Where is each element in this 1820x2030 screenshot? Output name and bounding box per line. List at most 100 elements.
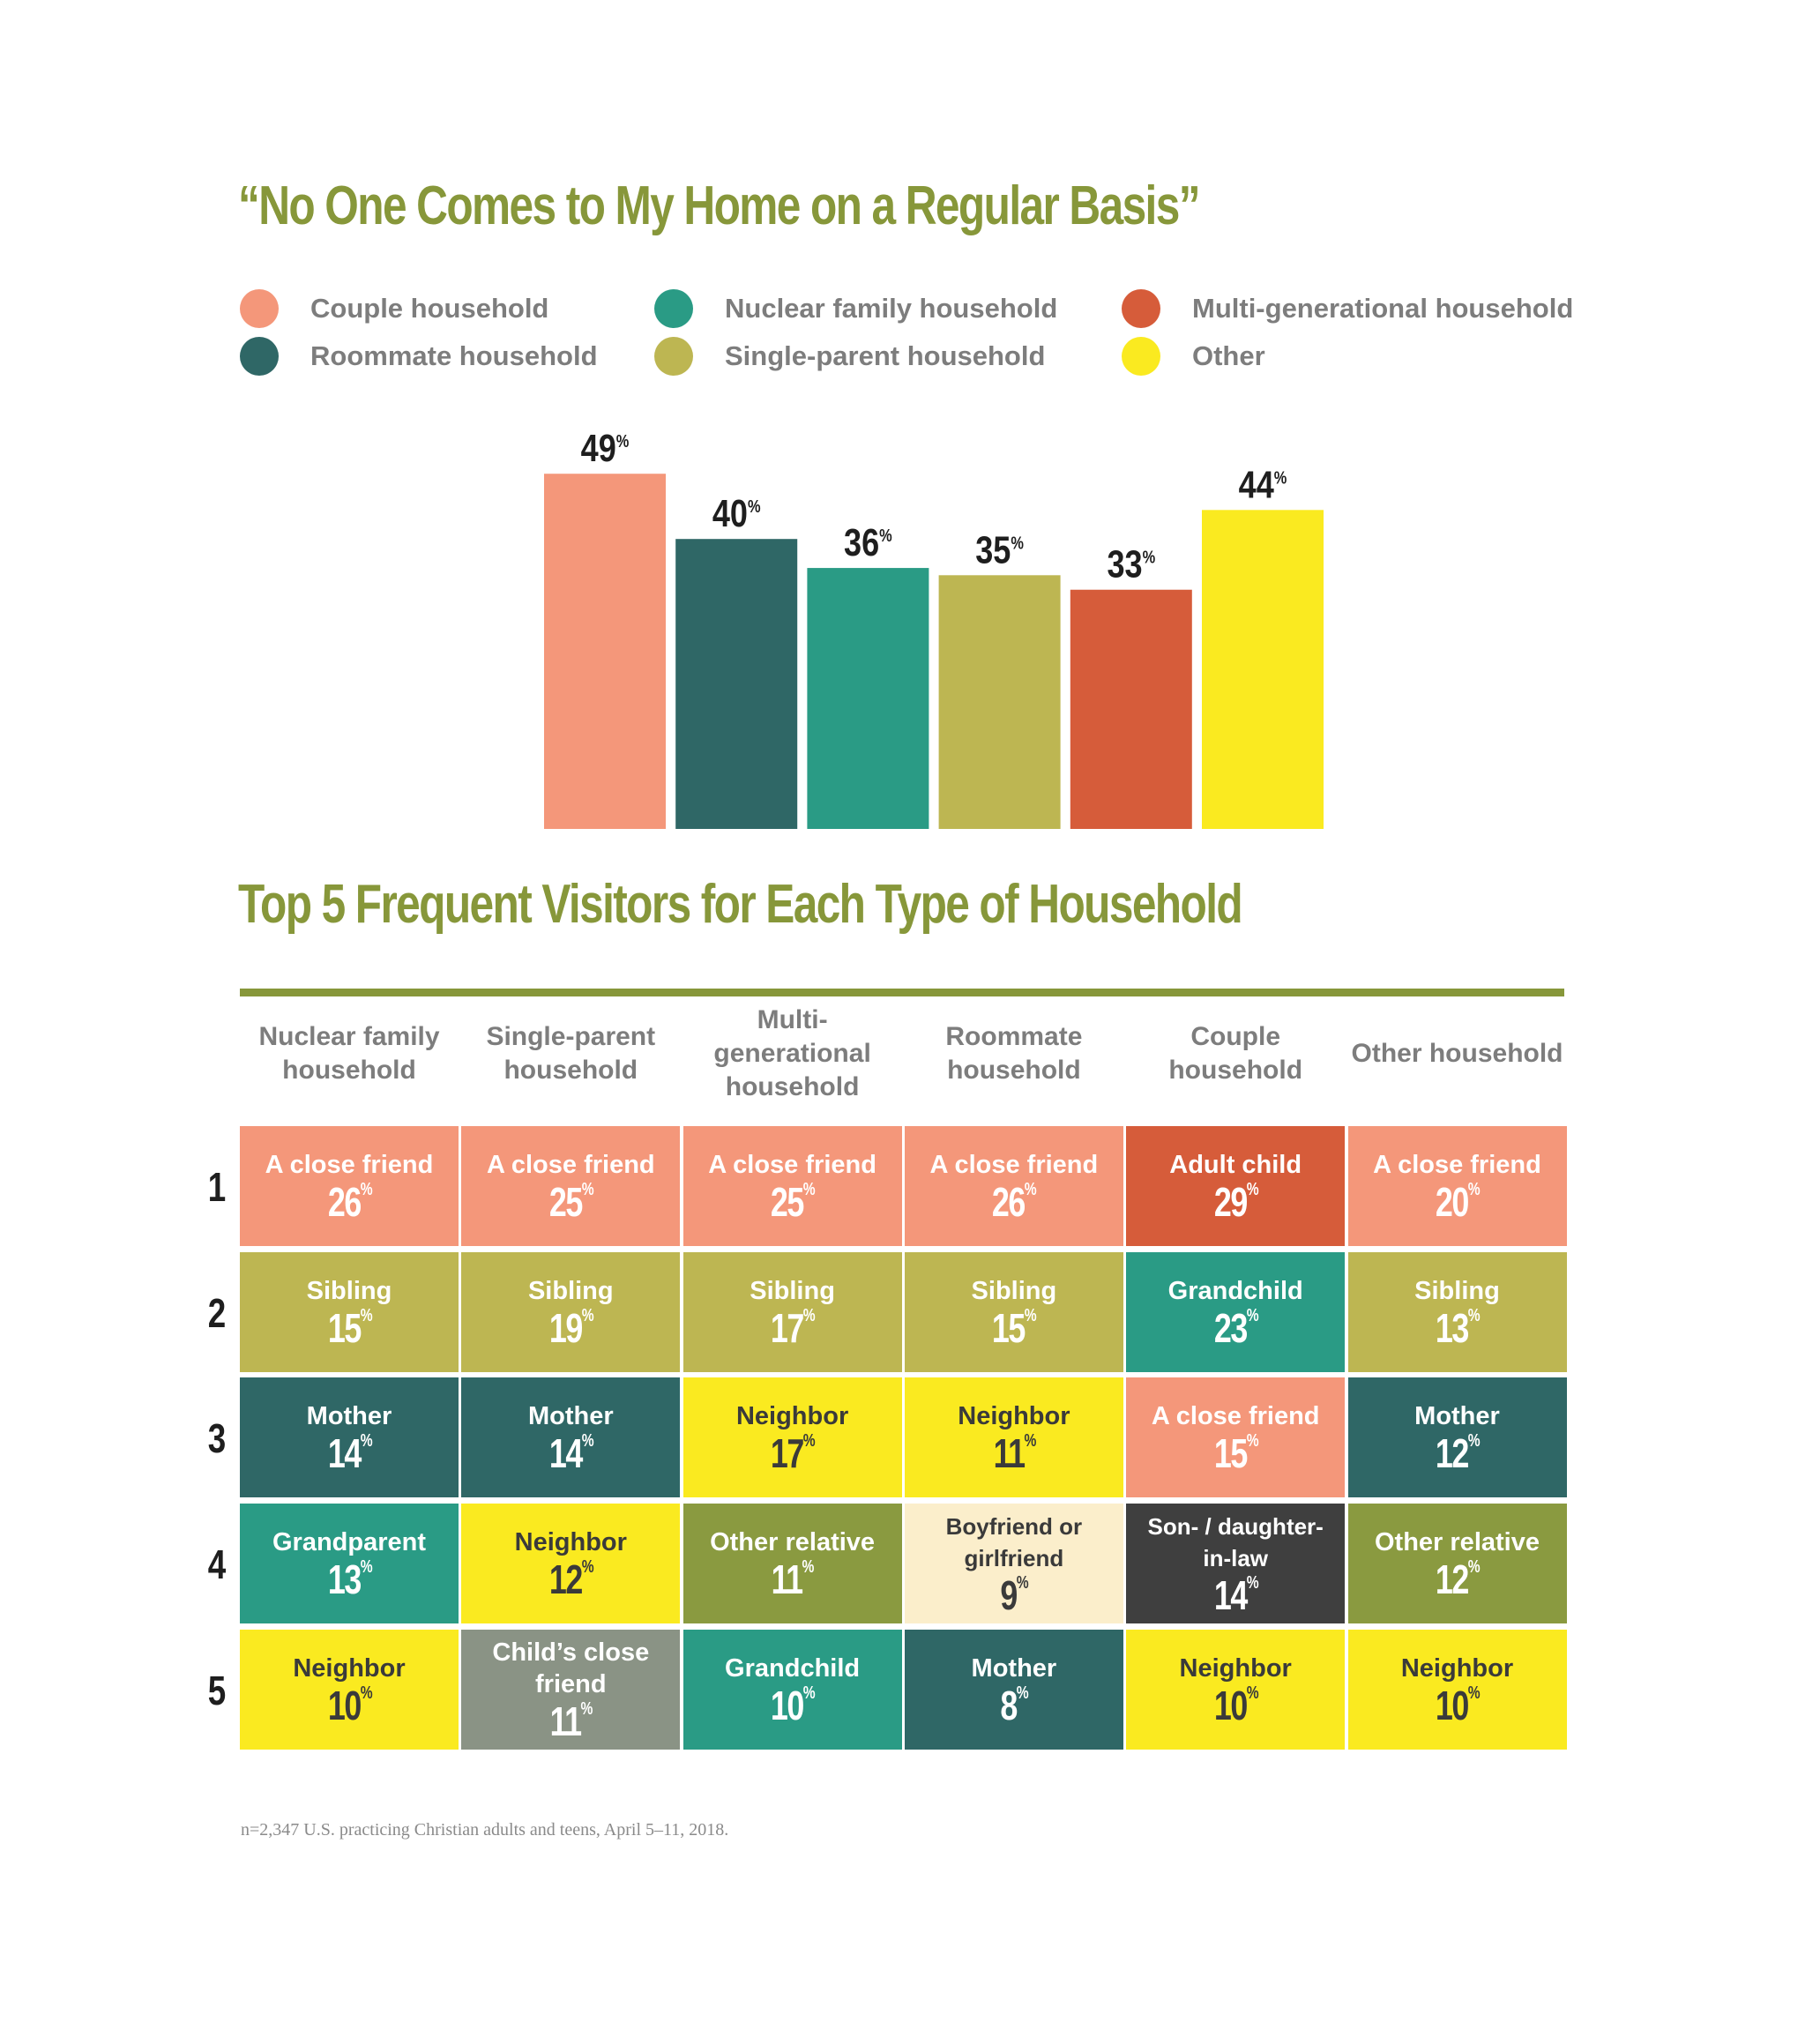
table-cell: Grandparent 13%: [240, 1504, 459, 1624]
cell-label: Sibling: [1414, 1276, 1500, 1305]
cell-percent: 13%: [327, 1556, 372, 1603]
bar-chart: 49% 40% 36% 35% 33% 44%: [544, 427, 1324, 829]
table-cell: Neighbor 10%: [1126, 1629, 1346, 1750]
cell-label: Mother: [1414, 1402, 1500, 1431]
cell-percent: 9%: [1000, 1572, 1029, 1619]
table-cell: Sibling 15%: [240, 1251, 459, 1372]
column-divider: [1124, 996, 1127, 1005]
cell-percent: 29%: [1213, 1179, 1259, 1225]
cell-percent: 20%: [1435, 1179, 1481, 1225]
cell-percent: 10%: [771, 1682, 816, 1728]
table-cell: Sibling 15%: [904, 1251, 1123, 1372]
rank-label: 5: [207, 1667, 227, 1713]
table-cell: Mother 12%: [1347, 1377, 1567, 1498]
column-header: Single-parent household: [486, 1022, 656, 1085]
table-cell: Other relative 12%: [1347, 1504, 1567, 1624]
table-cell: Adult child 29%: [1126, 1126, 1346, 1246]
rank-label: 4: [207, 1541, 227, 1588]
legend-label: Single-parent household: [725, 340, 1046, 371]
table-cell: Sibling 13%: [1347, 1251, 1567, 1372]
table-cell: Neighbor 10%: [240, 1629, 459, 1750]
cell-percent: 10%: [1435, 1682, 1481, 1728]
table-cell: Mother 8%: [904, 1629, 1123, 1750]
table-cell: A close friend 20%: [1347, 1126, 1567, 1246]
cell-percent: 25%: [771, 1179, 816, 1225]
column-divider: [459, 996, 462, 1005]
cell-label: Sibling: [750, 1276, 835, 1305]
cell-label: A close friend: [1151, 1402, 1320, 1431]
cell-percent: 19%: [548, 1304, 594, 1351]
rank-label: 2: [207, 1289, 227, 1336]
cell-label: Neighbor: [1179, 1653, 1292, 1683]
bar-value-label: 36%: [844, 521, 892, 564]
column-header: Nuclear family household: [258, 1022, 440, 1085]
cell-percent: 15%: [327, 1304, 372, 1351]
table-cell: Grandchild 23%: [1126, 1251, 1346, 1372]
cell-label: Sibling: [306, 1276, 392, 1305]
bar-multi-generational-household: [1070, 589, 1192, 829]
cell-percent: 12%: [548, 1556, 594, 1603]
cell-percent: 12%: [1435, 1430, 1481, 1477]
legend-swatch: [240, 337, 279, 376]
cell-label: Grandchild: [725, 1653, 861, 1683]
table-cell: Son- / daughter-in-law 14%: [1126, 1504, 1346, 1624]
cell-percent: 10%: [1213, 1682, 1259, 1728]
table-cell: Sibling 19%: [461, 1251, 681, 1372]
column-divider: [1346, 996, 1348, 1005]
legend-swatch: [654, 337, 693, 376]
bar-value-label: 44%: [1239, 463, 1287, 506]
cell-percent: 10%: [327, 1682, 372, 1728]
cell-label: A close friend: [929, 1151, 1099, 1179]
cell-percent: 11%: [993, 1430, 1036, 1477]
table-cell: Neighbor 12%: [461, 1504, 681, 1624]
cell-percent: 14%: [1213, 1572, 1259, 1619]
column-header: Roommate household: [945, 1022, 1083, 1085]
bar-value-label: 49%: [581, 427, 630, 470]
column-header: Couple household: [1168, 1022, 1303, 1085]
cell-percent: 17%: [771, 1430, 816, 1477]
legend-item: Nuclear family household: [654, 289, 1057, 328]
legend-item: Multi-generational household: [1122, 289, 1573, 328]
legend-label: Other: [1192, 340, 1265, 371]
cell-percent: 23%: [1213, 1304, 1259, 1351]
legend-label: Multi-generational household: [1192, 293, 1574, 324]
cell-percent: 11%: [772, 1556, 815, 1603]
cell-label: Child’s close friend: [492, 1638, 650, 1698]
bar-nuclear-family-household: [807, 568, 929, 829]
cell-label: A close friend: [708, 1151, 876, 1179]
legend-swatch: [1122, 337, 1160, 376]
bar-value-label: 35%: [975, 528, 1024, 571]
legend-label: Nuclear family household: [725, 293, 1058, 324]
column-divider: [681, 996, 683, 1005]
column-divider: [902, 996, 905, 1005]
cell-percent: 14%: [548, 1430, 594, 1477]
legend-label: Roommate household: [310, 340, 598, 371]
cell-label: A close friend: [1373, 1151, 1541, 1179]
cell-percent: 8%: [1000, 1682, 1029, 1728]
cell-label: Boyfriend or girlfriend: [945, 1513, 1083, 1572]
table-cell: A close friend 26%: [240, 1126, 459, 1246]
rank-label: 1: [207, 1164, 227, 1210]
column-header: Other household: [1351, 1039, 1563, 1068]
table-cell: A close friend 15%: [1126, 1377, 1346, 1498]
legend-item: Couple household: [240, 289, 548, 328]
table-cell: Mother 14%: [240, 1377, 459, 1498]
legend-item: Single-parent household: [654, 337, 1045, 376]
bar-roommate-household: [675, 539, 798, 829]
cell-label: Sibling: [527, 1276, 614, 1305]
cell-label: Other relative: [710, 1528, 876, 1557]
bar-value-label: 33%: [1107, 542, 1155, 586]
cell-label: A close friend: [265, 1151, 434, 1179]
footnote: n=2,347 U.S. practicing Christian adults…: [241, 1820, 729, 1840]
table-cell: Grandchild 10%: [682, 1629, 902, 1750]
cell-percent: 25%: [548, 1179, 594, 1225]
cell-percent: 13%: [1435, 1304, 1481, 1351]
bar-other: [1202, 510, 1324, 829]
cell-label: Mother: [527, 1402, 614, 1431]
table-cell: Neighbor 11%: [904, 1377, 1123, 1498]
cell-label: Grandparent: [272, 1528, 427, 1557]
table-cell: A close friend 26%: [904, 1126, 1123, 1246]
legend-swatch: [1122, 289, 1160, 328]
bar-chart-title: “No One Comes to My Home on a Regular Ba…: [238, 175, 1201, 236]
rank-label: 3: [207, 1415, 227, 1462]
